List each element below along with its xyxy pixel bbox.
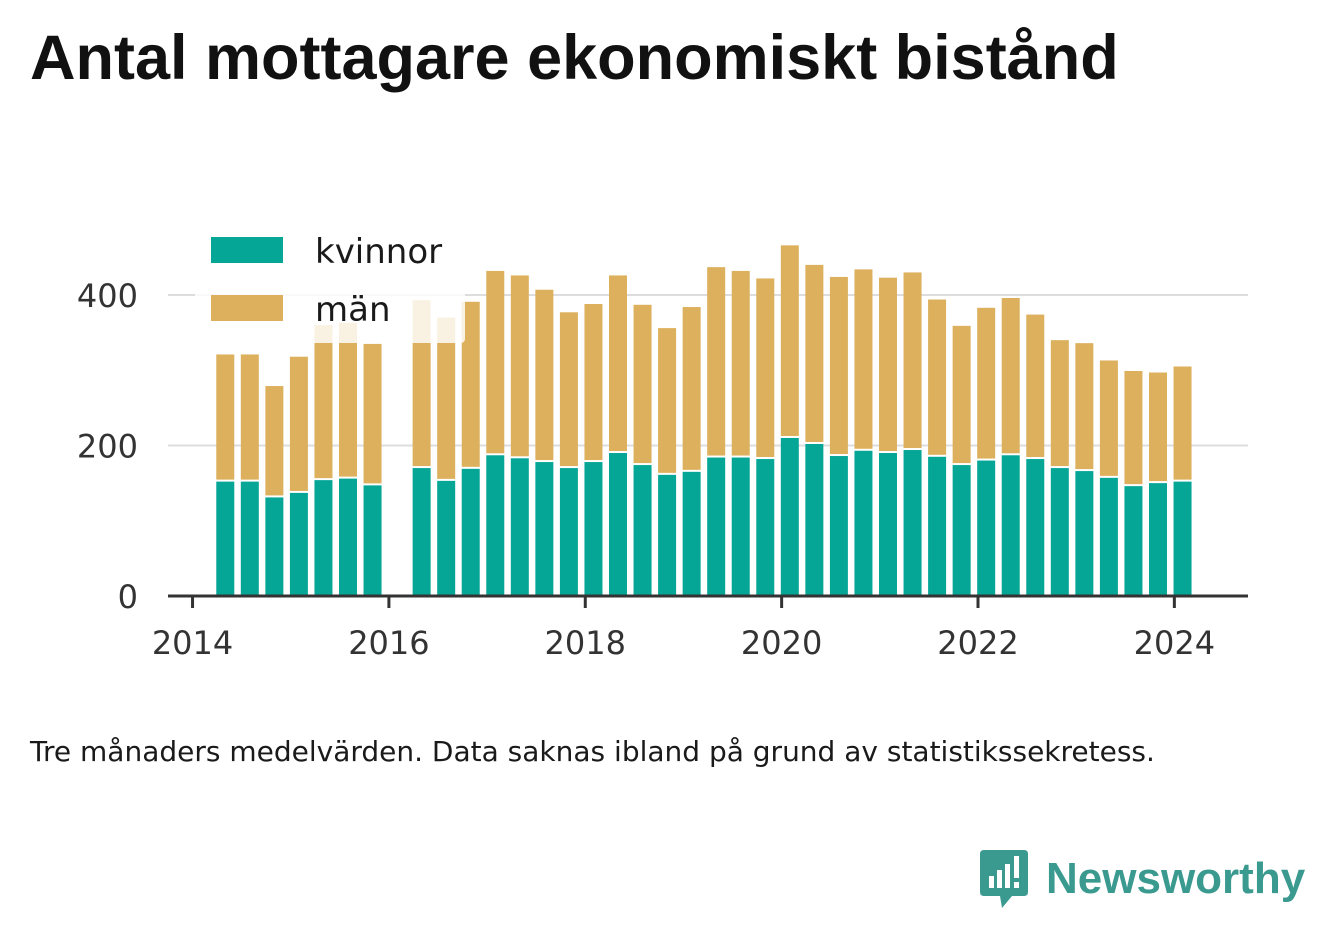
bar-man [1075,343,1094,470]
bar-man [731,270,750,456]
bar-kvinnor [829,456,848,596]
bar-kvinnor [1001,455,1020,596]
bar-kvinnor [609,453,627,596]
bar-kvinnor [1099,477,1118,596]
bar-man [1099,360,1118,476]
bar-kvinnor [510,458,529,596]
bar-kvinnor [780,437,799,596]
bar-kvinnor [756,459,775,596]
bar-kvinnor [854,450,873,596]
x-tick-label: 2024 [1134,624,1215,662]
bar-man [584,304,603,461]
bar-kvinnor [412,468,431,596]
bar-kvinnor [240,481,259,596]
y-tick-label: 400 [77,277,138,315]
bar-man [780,245,799,436]
bar-man [1050,340,1069,467]
bar-kvinnor [289,492,308,596]
bar-man [1124,371,1143,485]
bar-kvinnor [1075,471,1094,596]
x-tick-label: 2014 [152,624,233,662]
bar-kvinnor [952,465,971,596]
bar-kvinnor [658,474,677,596]
x-tick-label: 2020 [741,624,822,662]
bar-man [682,307,701,470]
bar-man [903,272,922,449]
bar-man [486,270,505,454]
bar-man [461,301,480,467]
bar-man [510,275,529,457]
bar-chart: 0 200 400 2014 2016 2018 2020 2022 2024 kvinnor mä… [76,232,1248,662]
bar-man [216,354,235,480]
x-tick-label: 2016 [348,624,429,662]
bar-kvinnor [731,457,750,596]
bar-man [805,264,824,442]
chart-title: Antal mottagare ekonomiskt bistånd [30,23,1119,93]
bar-kvinnor [1050,468,1069,596]
bar-kvinnor [1124,486,1143,596]
legend-swatch-kvinnor [211,237,283,263]
bar-man [363,343,382,484]
bar-man [1026,314,1045,458]
bar-man [977,307,996,459]
bar-man [1173,366,1192,480]
bar-kvinnor [314,480,333,596]
bar-kvinnor [1173,481,1192,596]
bar-kvinnor [1149,483,1167,596]
bar-kvinnor [559,468,578,596]
bar-kvinnor [584,462,603,596]
bar-man [829,276,848,455]
bar-man [1001,298,1020,454]
bar-kvinnor [535,462,554,596]
bar-kvinnor [903,450,922,596]
bar-kvinnor [682,471,701,596]
y-tick-label: 0 [118,578,138,616]
bar-man [314,325,333,479]
bar-man [559,312,578,467]
bar-man [535,289,554,461]
bar-man [879,277,897,452]
y-tick-label: 200 [77,428,138,466]
bar-man [633,304,652,464]
x-tick-label: 2018 [545,624,626,662]
bar-man [240,354,259,480]
newsworthy-logo-icon [980,850,1028,908]
bar-man [339,322,357,477]
brand: Newsworthy [980,848,1305,910]
bar-kvinnor [265,497,284,596]
bar-kvinnor [461,468,480,596]
bar-kvinnor [879,453,897,596]
bar-kvinnor [437,480,456,596]
bar-man [952,325,971,464]
bar-man [756,278,775,458]
bar-man [707,267,726,456]
bar-kvinnor [707,457,726,596]
legend-label-kvinnor: kvinnor [315,232,442,272]
legend-label-man: män [315,290,391,330]
bar-man [1149,372,1167,482]
bar-kvinnor [633,465,652,596]
bar-man [437,317,456,479]
bar-kvinnor [216,481,235,596]
legend-swatch-man [211,295,283,321]
bar-man [658,328,677,473]
chart-footnote: Tre månaders medelvärden. Data saknas ib… [30,735,1155,768]
bar-kvinnor [363,485,382,596]
bar-man [609,275,627,452]
bar-kvinnor [928,456,947,596]
bar-kvinnor [1026,459,1045,596]
bar-kvinnor [805,443,824,596]
bar-kvinnor [486,455,505,596]
bar-kvinnor [339,478,357,596]
brand-name: Newsworthy [1046,854,1306,903]
bar-man [854,269,873,449]
bar-man [265,386,284,496]
x-tick-label: 2022 [937,624,1018,662]
bar-kvinnor [977,460,996,596]
bar-man [289,356,308,491]
bar-man [928,299,947,455]
